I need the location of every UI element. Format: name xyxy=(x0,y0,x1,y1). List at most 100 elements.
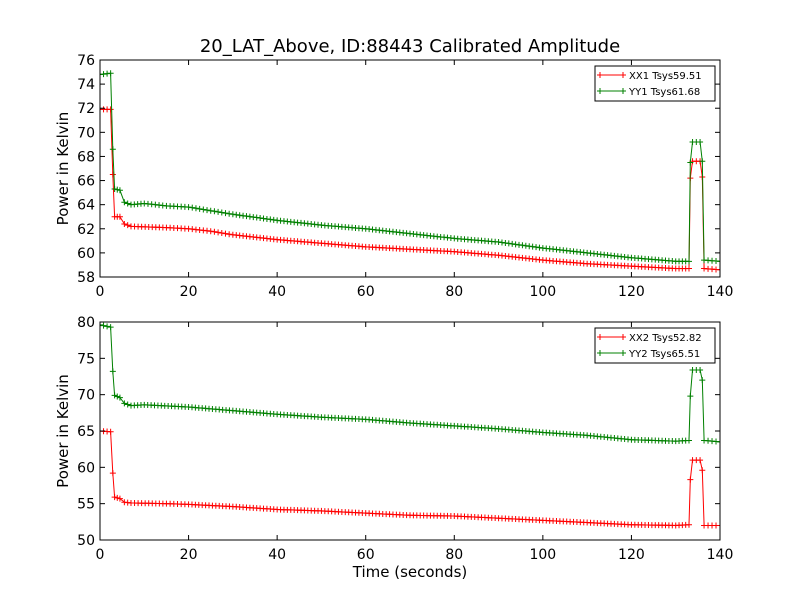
data-point xyxy=(116,187,123,194)
data-point xyxy=(222,230,229,237)
series-2 xyxy=(100,70,720,265)
data-point xyxy=(196,205,203,212)
legend-frame xyxy=(594,65,716,102)
y-axis-label: Power in Kelvin xyxy=(54,374,72,488)
data-point xyxy=(116,213,123,220)
y-tick-label: 68 xyxy=(77,149,95,165)
y-tick-label: 70 xyxy=(77,125,95,141)
data-point xyxy=(687,393,694,400)
x-tick-label: 0 xyxy=(96,284,105,300)
data-point xyxy=(699,467,706,474)
data-point xyxy=(717,266,720,273)
data-point xyxy=(109,171,116,178)
data-point xyxy=(107,324,114,331)
x-tick-label: 80 xyxy=(445,284,463,300)
x-tick-label: 20 xyxy=(180,284,198,300)
data-point xyxy=(218,209,225,216)
data-point xyxy=(717,438,720,445)
legend-marker xyxy=(597,334,603,340)
data-point xyxy=(114,494,121,501)
y-tick-label: 50 xyxy=(77,533,95,549)
data-point xyxy=(697,457,704,464)
data-point xyxy=(211,228,218,235)
data-point xyxy=(116,495,123,502)
series-2 xyxy=(100,322,720,445)
legend-marker xyxy=(597,350,603,356)
data-point xyxy=(717,522,720,529)
data-point xyxy=(215,229,222,236)
data-point xyxy=(686,265,692,272)
y-tick-label: 75 xyxy=(77,351,95,367)
legend-entry: YY1 Tsys61.68 xyxy=(597,87,700,98)
data-point xyxy=(111,494,118,501)
x-axis-label: Time (seconds) xyxy=(352,563,468,581)
data-point xyxy=(222,210,229,217)
x-tick-label: 40 xyxy=(268,547,286,563)
data-point xyxy=(109,470,116,477)
x-tick-label: 140 xyxy=(707,284,734,300)
x-axis: 0 20 40 60 80 100 120 140 xyxy=(96,60,734,300)
x-tick-label: 0 xyxy=(96,547,105,563)
y-axis: 58 60 62 64 66 68 70 72 74 76 xyxy=(77,53,720,286)
legend-marker xyxy=(597,72,603,78)
data-point xyxy=(699,377,706,384)
y-tick-label: 74 xyxy=(77,77,95,93)
data-point xyxy=(697,366,704,373)
legend-marker xyxy=(620,334,626,340)
data-point xyxy=(121,199,128,206)
legend: XX2 Tsys52.82 YY2 Tsys65.51 xyxy=(594,327,716,364)
y-tick-label: 76 xyxy=(77,53,95,69)
data-point xyxy=(207,207,214,214)
x-tick-label: 120 xyxy=(618,284,645,300)
x-tick-label: 140 xyxy=(707,547,734,563)
x-tick-label: 40 xyxy=(268,284,286,300)
data-point xyxy=(207,228,214,235)
data-point xyxy=(100,322,103,328)
data-point xyxy=(114,186,121,193)
plot-panel-2: 0 20 40 60 80 100 120 140 50 55 60 65 70 75 80 Power in… xyxy=(54,315,733,581)
legend-entry: YY2 Tsys65.51 xyxy=(597,349,700,360)
legend-marker xyxy=(597,88,603,94)
x-tick-label: 60 xyxy=(357,547,375,563)
data-point xyxy=(109,368,116,375)
y-axis-label: Power in Kelvin xyxy=(54,112,72,226)
chart-title: 20_LAT_Above, ID:88443 Calibrated Amplit… xyxy=(200,36,620,57)
x-tick-label: 20 xyxy=(180,547,198,563)
data-point xyxy=(218,229,225,236)
legend-label: XX1 Tsys59.51 xyxy=(629,71,702,82)
data-point xyxy=(109,146,116,153)
legend-frame xyxy=(594,327,716,364)
data-point xyxy=(687,159,694,166)
series-1 xyxy=(100,106,720,273)
y-tick-label: 55 xyxy=(77,497,95,513)
legend-entry: XX2 Tsys52.82 xyxy=(597,333,702,344)
data-point xyxy=(124,200,131,207)
x-tick-label: 60 xyxy=(357,284,375,300)
y-tick-label: 70 xyxy=(77,388,95,404)
data-point xyxy=(226,210,233,217)
x-tick-label: 120 xyxy=(618,547,645,563)
data-point xyxy=(104,323,111,330)
data-point xyxy=(107,70,114,77)
y-tick-label: 66 xyxy=(77,174,95,190)
legend-marker xyxy=(620,350,626,356)
data-point xyxy=(111,392,118,399)
plots-layer: 0 20 40 60 80 100 120 140 58 60 62 64 66 68 70 72 74 76 Po… xyxy=(54,53,733,581)
data-point xyxy=(114,393,121,400)
legend-label: YY1 Tsys61.68 xyxy=(628,87,700,98)
data-point xyxy=(192,205,199,212)
y-tick-label: 72 xyxy=(77,101,95,117)
x-tick-label: 80 xyxy=(445,547,463,563)
data-point xyxy=(215,208,222,215)
data-point xyxy=(200,206,207,213)
x-tick-label: 100 xyxy=(529,284,556,300)
data-point xyxy=(111,185,118,192)
y-tick-label: 58 xyxy=(77,270,95,286)
y-tick-label: 60 xyxy=(77,460,95,476)
legend-entry: XX1 Tsys59.51 xyxy=(597,71,702,82)
y-tick-label: 65 xyxy=(77,424,95,440)
x-axis: 0 20 40 60 80 100 120 140 xyxy=(96,322,734,563)
data-point xyxy=(100,322,107,329)
y-tick-label: 64 xyxy=(77,198,95,214)
